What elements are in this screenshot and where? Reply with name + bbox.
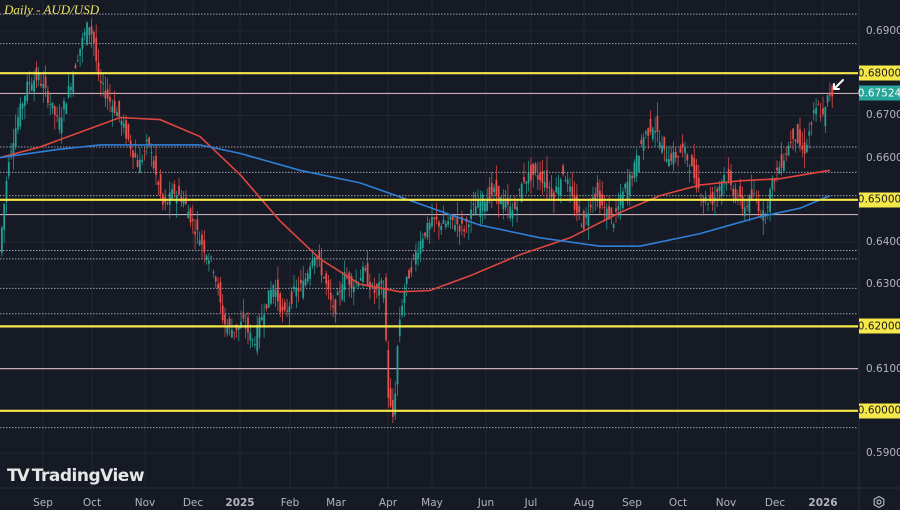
time-axis-label: Jun xyxy=(477,497,495,509)
time-axis-label: Sep xyxy=(622,497,642,509)
tradingview-logo-text: TradingView xyxy=(31,466,145,486)
time-axis-label: Mar xyxy=(326,497,346,509)
time-axis-label: 2026 xyxy=(808,497,838,509)
tradingview-logo[interactable]: TV TradingView xyxy=(7,466,145,486)
time-axis-label: 2025 xyxy=(225,497,255,509)
chart-title: Daily - AUD/USD xyxy=(4,2,100,17)
level-price-tag: 0.65000 xyxy=(857,192,900,208)
level-price-tag: 0.68000 xyxy=(857,65,900,81)
time-axis-label: Aug xyxy=(573,497,595,509)
time-axis-label: Sep xyxy=(33,497,53,509)
time-axis-label: Nov xyxy=(134,497,156,509)
gear-icon[interactable] xyxy=(873,495,885,509)
level-price-tag: 0.60000 xyxy=(857,403,900,419)
current-price-tag: 0.67524 xyxy=(857,85,900,101)
time-axis-label: Apr xyxy=(378,497,398,509)
tradingview-logo-icon: TV xyxy=(7,466,30,486)
time-axis-label: May xyxy=(421,497,443,509)
time-axis-label: Dec xyxy=(764,497,786,509)
time-axis-label: Feb xyxy=(280,497,300,509)
level-price-tag: 0.62000 xyxy=(857,318,900,334)
time-axis-label: Oct xyxy=(82,497,102,509)
time-axis-label: Nov xyxy=(715,497,737,509)
time-axis-label: Jul xyxy=(524,497,538,509)
time-axis-label: Oct xyxy=(668,497,688,509)
time-axis-label: Dec xyxy=(182,497,204,509)
